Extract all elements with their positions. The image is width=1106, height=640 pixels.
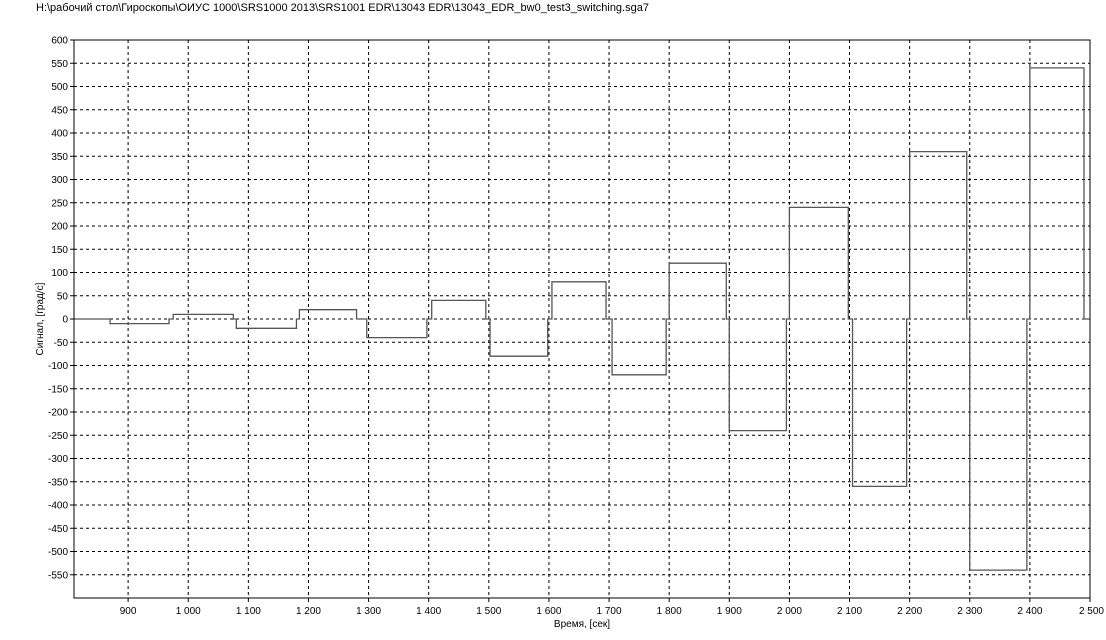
y-tick-label: -400 bbox=[48, 501, 68, 512]
x-tick-label: 1 700 bbox=[597, 606, 622, 617]
y-tick-label: 300 bbox=[51, 175, 68, 186]
x-axis: 900 1 000 1 100 1 200 1 300 1 400 1 500 1 600 1 … bbox=[120, 598, 1104, 617]
series-line bbox=[74, 67, 1090, 571]
y-tick-label: -300 bbox=[48, 454, 68, 465]
y-tick-label: -100 bbox=[48, 361, 68, 372]
x-tick-label: 1 400 bbox=[416, 606, 441, 617]
y-tick-label: -500 bbox=[48, 547, 68, 558]
y-tick-label: -550 bbox=[48, 570, 68, 581]
x-tick-label: 2 500 bbox=[1079, 606, 1104, 617]
y-tick-label: -200 bbox=[48, 408, 68, 419]
x-tick-label: 1 000 bbox=[176, 606, 201, 617]
y-axis-title: Сигнал, [град/с] bbox=[35, 282, 46, 355]
y-tick-label: 500 bbox=[51, 82, 68, 93]
x-tick-label: 1 900 bbox=[717, 606, 742, 617]
x-axis-title: Время, [сек] bbox=[554, 619, 610, 630]
y-tick-label: 600 bbox=[51, 36, 68, 47]
x-tick-label: 1 300 bbox=[356, 606, 381, 617]
x-tick-label: 2 100 bbox=[837, 606, 862, 617]
file-path-title: H:\рабочий стол\Гироскопы\ОИУС 1000\SRS1… bbox=[36, 2, 649, 14]
y-tick-label: -350 bbox=[48, 477, 68, 488]
y-tick-label: 100 bbox=[51, 268, 68, 279]
y-tick-label: 350 bbox=[51, 152, 68, 163]
y-tick-label: -250 bbox=[48, 431, 68, 442]
y-tick-label: -50 bbox=[54, 338, 69, 349]
x-tick-label: 1 100 bbox=[236, 606, 261, 617]
series-layer bbox=[74, 67, 1090, 571]
x-tick-label: 1 600 bbox=[536, 606, 561, 617]
x-tick-label: 900 bbox=[120, 606, 137, 617]
grid-layer bbox=[74, 40, 1090, 598]
y-tick-label: -450 bbox=[48, 524, 68, 535]
x-tick-label: 2 000 bbox=[777, 606, 802, 617]
x-tick-label: 1 200 bbox=[296, 606, 321, 617]
x-tick-label: 1 500 bbox=[476, 606, 501, 617]
x-tick-label: 2 200 bbox=[897, 606, 922, 617]
y-tick-label: 150 bbox=[51, 245, 68, 256]
y-tick-label: 400 bbox=[51, 129, 68, 140]
y-tick-label: 50 bbox=[57, 291, 69, 302]
y-tick-label: 450 bbox=[51, 105, 68, 116]
x-tick-label: 2 400 bbox=[1017, 606, 1042, 617]
x-tick-label: 1 800 bbox=[657, 606, 682, 617]
y-tick-label: -150 bbox=[48, 384, 68, 395]
y-axis: 600550500450400350300250200150100500-50-… bbox=[48, 36, 74, 581]
x-tick-label: 2 300 bbox=[957, 606, 982, 617]
y-tick-label: 250 bbox=[51, 198, 68, 209]
y-tick-label: 550 bbox=[51, 59, 68, 70]
y-tick-label: 0 bbox=[62, 315, 68, 326]
y-tick-label: 200 bbox=[51, 222, 68, 233]
